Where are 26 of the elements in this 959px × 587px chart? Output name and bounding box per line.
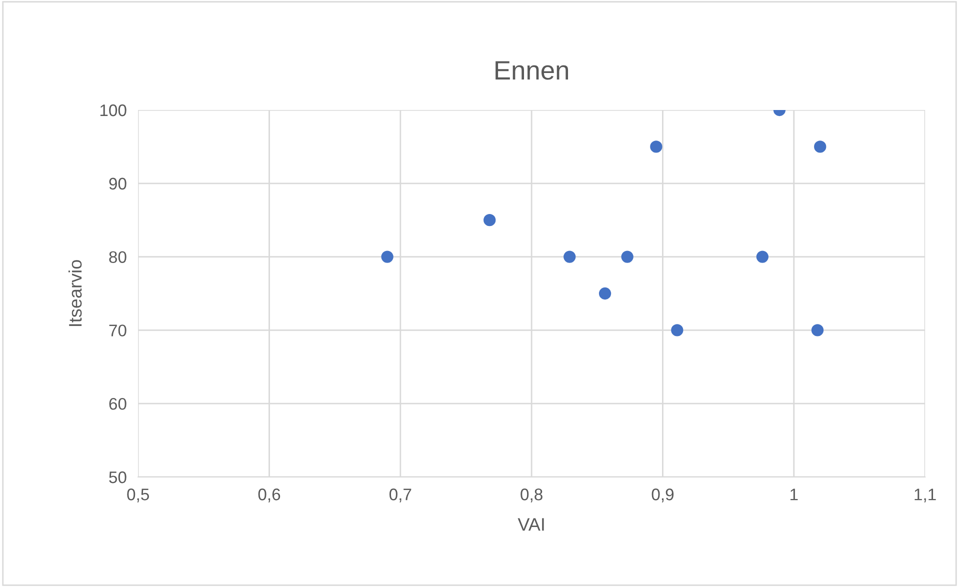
y-axis-title: Itsearvio xyxy=(68,260,82,326)
point xyxy=(621,250,634,263)
point xyxy=(814,140,826,153)
y-tick-label: 80 xyxy=(109,251,126,264)
y-tick-label: 100 xyxy=(100,104,126,116)
point xyxy=(811,324,824,336)
point xyxy=(756,250,768,263)
x-tick-label: 0,7 xyxy=(389,488,412,502)
x-tick-label: 0,9 xyxy=(652,488,674,502)
chart-title: Ennen xyxy=(496,61,568,80)
y-tick-label: 70 xyxy=(109,324,126,336)
x-tick-label: 1,1 xyxy=(914,488,936,502)
point xyxy=(564,250,576,263)
x-tick-label: 1 xyxy=(790,488,798,500)
point xyxy=(671,324,684,336)
y-tick-label: 90 xyxy=(109,178,126,190)
x-axis-title: VAI xyxy=(518,518,544,531)
point xyxy=(598,287,612,300)
point xyxy=(484,214,496,226)
x-tick-label: 0,6 xyxy=(258,488,280,502)
y-tick-label: 60 xyxy=(109,398,126,410)
y-tick-label: 50 xyxy=(109,471,126,484)
x-tick-label: 0,5 xyxy=(127,488,149,502)
point xyxy=(381,250,394,263)
point xyxy=(650,140,662,153)
x-tick-label: 0,8 xyxy=(520,488,542,502)
